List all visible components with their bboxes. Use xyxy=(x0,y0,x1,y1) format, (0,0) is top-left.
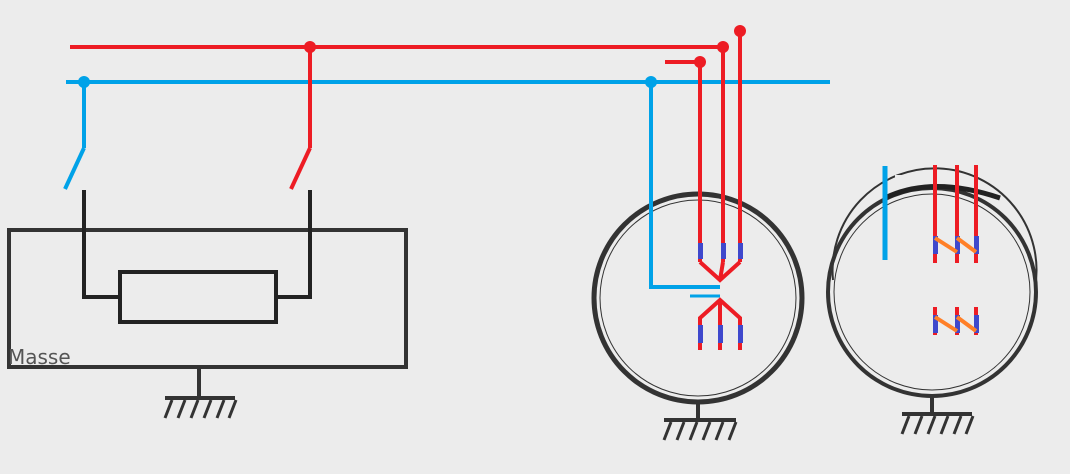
left-switch-neutral xyxy=(63,82,86,190)
middle-neutral-lead xyxy=(649,82,720,298)
phase-bus xyxy=(70,25,746,68)
enclosure-box xyxy=(7,228,408,369)
middle-contacts-upper xyxy=(698,243,743,259)
motor-icon-right xyxy=(826,167,1038,398)
ground-symbol-icon-middle xyxy=(662,402,738,441)
right-motor-top-arc xyxy=(883,184,1001,201)
right-contacts-lower xyxy=(933,315,979,333)
resistor-wiring xyxy=(82,190,312,299)
middle-phase-leads xyxy=(698,31,742,350)
neutral-bus xyxy=(66,76,830,88)
middle-contacts-lower xyxy=(698,325,743,343)
ground-symbol-icon-right xyxy=(900,396,975,435)
right-motor-top-gap xyxy=(895,175,965,187)
left-switch-phase xyxy=(289,47,312,190)
resistor-icon xyxy=(118,270,278,324)
ground-symbol-icon xyxy=(163,367,238,419)
right-contacts-upper xyxy=(933,236,979,254)
masse-label: Masse xyxy=(8,345,71,369)
